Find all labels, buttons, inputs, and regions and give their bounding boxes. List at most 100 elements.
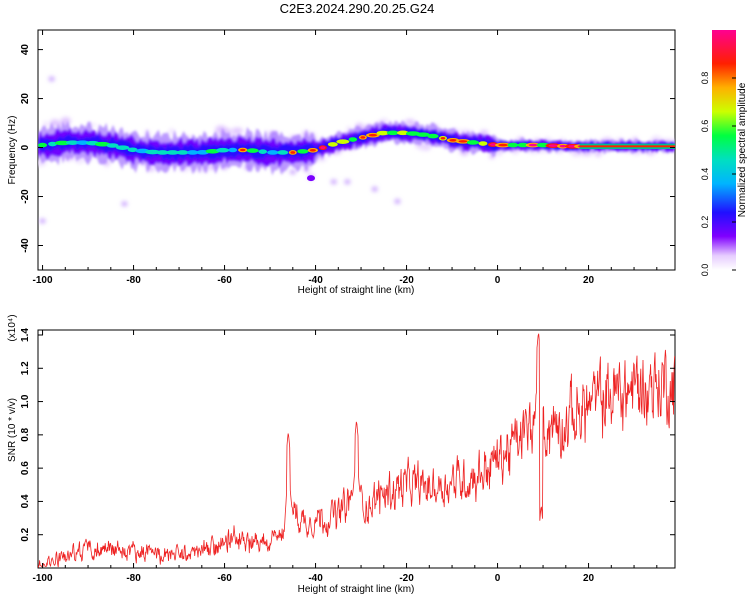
snr-x-label: Height of straight line (km) xyxy=(298,584,415,595)
spectrogram-x-tick-label: -80 xyxy=(126,275,141,286)
heatmap-core-blob xyxy=(416,132,430,137)
chart-title: C2E3.2024.290.20.25.G24 xyxy=(280,1,435,16)
spectrogram-x-tick-label: -100 xyxy=(33,275,53,286)
snr-series-line xyxy=(38,333,675,568)
heatmap-outlier-blob xyxy=(344,179,351,185)
snr-y-ticks: 0.2 0.4 0.6 0.8 1.0 1.2 1.4 xyxy=(20,328,675,542)
heatmap-peak-blob xyxy=(498,143,508,147)
heatmap-core-blob xyxy=(297,149,309,154)
heatmap-peak-blob xyxy=(290,151,296,154)
spectrogram-x-tick-label: -20 xyxy=(399,275,414,286)
heatmap-core-blob xyxy=(145,149,161,155)
spectrogram-heatmap xyxy=(38,76,675,224)
heatmap-peak-blob xyxy=(309,148,316,152)
heatmap-peak-blob xyxy=(440,136,446,140)
spectrogram-x-label: Height of straight line (km) xyxy=(298,285,415,296)
heatmap-peak-blob xyxy=(528,143,538,147)
colorbar-tick-label: 0.2 xyxy=(700,216,710,229)
spectrogram-x-tick-label: 20 xyxy=(583,275,595,286)
heatmap-outlier-blob xyxy=(330,179,337,185)
spectrogram-x-ticks: -100 -80 -60 -40 -20 0 20 xyxy=(33,30,658,286)
snr-x-tick-label: -80 xyxy=(126,573,141,584)
heatmap-peak-blob xyxy=(360,136,366,139)
heatmap-core-blob xyxy=(94,141,111,147)
heatmap-faint-blob xyxy=(479,129,489,136)
heatmap-peak-blob xyxy=(320,146,326,149)
heatmap-core-blob xyxy=(186,150,199,155)
heatmap-core-blob xyxy=(376,130,390,136)
heatmap-core-blob xyxy=(478,141,488,146)
heatmap-core-blob xyxy=(156,150,169,155)
spectrogram-y-tick-label: -20 xyxy=(20,189,31,204)
heatmap-faint-blob xyxy=(168,128,175,135)
spectrogram-y-ticks: -40 -20 0 20 40 xyxy=(20,44,675,253)
snr-panel: -100 -80 -60 -40 -20 0 20 0.2 0.4 0.6 0.8 1.0 1.2 1.… xyxy=(7,314,676,595)
colorbar-gradient xyxy=(712,30,736,270)
colorbar-tick-label: 0.4 xyxy=(700,168,710,181)
snr-y-tick-label: 0.6 xyxy=(20,461,31,475)
heatmap-core-blob xyxy=(115,145,130,150)
snr-y-scale: (x10⁴) xyxy=(7,314,18,341)
colorbar-tick-label: 0.6 xyxy=(700,120,710,133)
heatmap-core-blob xyxy=(216,147,230,153)
snr-y-tick-label: 0.4 xyxy=(20,494,31,508)
heatmap-outlier-core xyxy=(307,175,315,182)
heatmap-faint-blob xyxy=(404,119,416,125)
snr-x-tick-label: -40 xyxy=(308,573,323,584)
colorbar-tick-label: 0.0 xyxy=(700,264,710,277)
heatmap-core-blob xyxy=(348,137,358,142)
heatmap-outlier-blob xyxy=(289,169,296,175)
heatmap-core-blob xyxy=(246,148,259,153)
heatmap-core-blob xyxy=(277,150,289,155)
spectrogram-x-tick-label: -40 xyxy=(308,275,323,286)
heatmap-outlier-blob xyxy=(39,218,46,224)
heatmap-peak-blob xyxy=(548,144,558,147)
snr-x-ticks: -100 -80 -60 -40 -20 0 20 xyxy=(33,330,658,584)
snr-y-tick-label: 1.2 xyxy=(20,361,31,375)
heatmap-core-blob xyxy=(517,142,529,148)
snr-y-tick-label: 0.2 xyxy=(20,527,31,541)
snr-y-tick-label: 0.8 xyxy=(20,427,31,441)
snr-y-tick-label: 1.0 xyxy=(20,394,31,408)
heatmap-outlier-blob xyxy=(371,186,378,192)
heatmap-faint-blob xyxy=(663,138,675,143)
spectrogram-y-tick-label: 0 xyxy=(20,144,31,150)
heatmap-core-blob xyxy=(466,140,480,145)
heatmap-core-blob xyxy=(106,143,119,148)
spectrogram-x-tick-label: -60 xyxy=(217,275,232,286)
heatmap-core-blob xyxy=(76,140,90,145)
heatmap-outlier-blob xyxy=(48,76,55,82)
heatmap-tone-core xyxy=(579,145,675,148)
spectrogram-panel: -100 -80 -60 -40 -20 0 20 -40 -20 0 20 40 Height o… xyxy=(7,29,676,296)
colorbar-ticks: 0.0 0.2 0.4 0.6 0.8 xyxy=(700,72,736,277)
snr-x-tick-label: -60 xyxy=(217,573,232,584)
spectrogram-y-tick-label: 20 xyxy=(20,93,31,105)
heatmap-core-blob xyxy=(386,130,399,136)
snr-y-tick-label: 1.4 xyxy=(20,328,31,342)
heatmap-peak-blob xyxy=(449,139,457,142)
spectrogram-x-tick-label: 0 xyxy=(495,275,501,286)
snr-y-label: SNR (10 * v/v) xyxy=(7,398,18,462)
heatmap-core-blob xyxy=(397,130,409,136)
snr-x-tick-label: 0 xyxy=(495,573,501,584)
heatmap-core-blob xyxy=(166,150,180,155)
colorbar-tick-label: 0.8 xyxy=(700,72,710,85)
snr-x-tick-label: 20 xyxy=(583,573,595,584)
heatmap-core-blob xyxy=(127,147,138,153)
colorbar: 0.0 0.2 0.4 0.6 0.8 Normalized spectral ampl… xyxy=(700,30,748,276)
heatmap-core-blob xyxy=(336,139,350,144)
snr-x-tick-label: -100 xyxy=(33,573,53,584)
heatmap-peak-blob xyxy=(489,143,497,146)
snr-x-tick-label: -20 xyxy=(399,573,414,584)
spectrogram-y-tick-label: 40 xyxy=(20,44,31,56)
heatmap-outlier-blob xyxy=(394,198,401,204)
heatmap-core-blob xyxy=(66,140,80,145)
heatmap-core-blob xyxy=(327,142,338,147)
spectrogram-y-label: Frequency (Hz) xyxy=(7,116,18,185)
heatmap-core-blob xyxy=(507,142,519,148)
colorbar-label: Normalized spectral amplitude xyxy=(737,82,748,217)
heatmap-core-blob xyxy=(267,150,279,155)
heatmap-peak-blob xyxy=(458,140,468,143)
heatmap-peak-blob xyxy=(368,133,377,137)
heatmap-core-blob xyxy=(176,150,189,155)
